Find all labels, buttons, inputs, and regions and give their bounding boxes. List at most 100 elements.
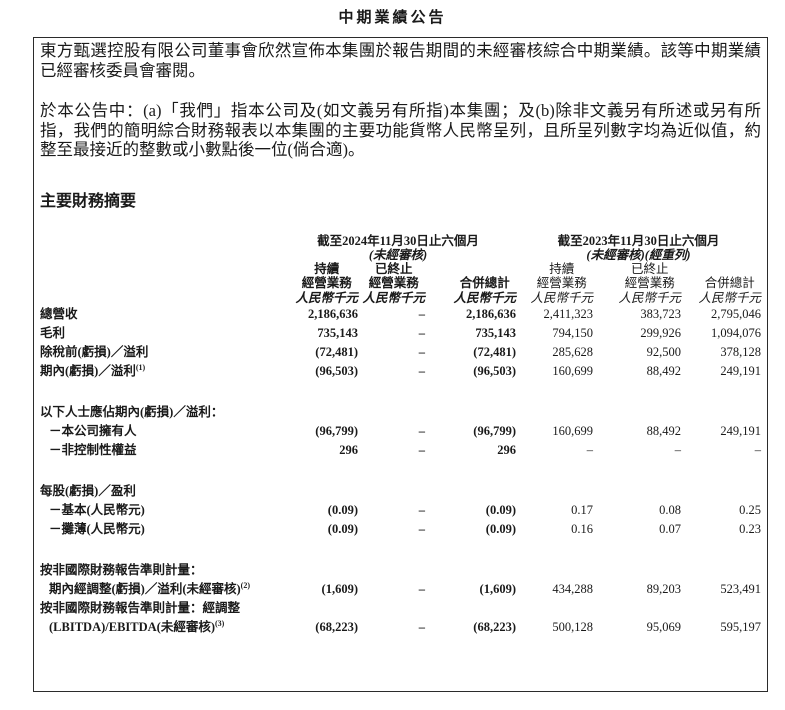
value-cell: (72,481) bbox=[473, 345, 516, 359]
table-row: 毛利 735,143 – 735,143 794,150 299,926 1,094,076 bbox=[40, 324, 761, 343]
value-cell: 249,191 bbox=[720, 364, 761, 378]
value-cell: 595,197 bbox=[720, 620, 761, 634]
value-cell: (0.09) bbox=[485, 503, 516, 517]
value-cell: – bbox=[418, 522, 425, 536]
footnote-marker: (2) bbox=[240, 580, 250, 590]
value-cell: – bbox=[418, 582, 425, 596]
empty-header-cell bbox=[40, 234, 280, 262]
value-cell: – bbox=[418, 364, 425, 378]
section-row: 以下人士應佔期內(虧損)／溢利： bbox=[40, 403, 761, 422]
row-label: 除稅前(虧損)／溢利 bbox=[40, 345, 149, 359]
period-header-row: 截至2024年11月30日止六個月 (未經審核) 截至2023年11月30日止六… bbox=[40, 234, 761, 262]
column-header-line: 經營業務 bbox=[624, 276, 675, 290]
value-cell: – bbox=[418, 620, 425, 634]
column-header-line: 持續 bbox=[314, 261, 340, 276]
value-cell: – bbox=[418, 307, 425, 321]
table-row: (LBITDA)/EBITDA(未經審核)(3) (68,223) – (68,223… bbox=[40, 618, 761, 637]
financial-summary-table: 截至2024年11月30日止六個月 (未經審核) 截至2023年11月30日止六… bbox=[40, 234, 761, 638]
value-cell: (0.09) bbox=[327, 522, 358, 536]
table-row: －攤薄(人民幣元) (0.09) – (0.09) 0.16 0.07 0.23 bbox=[40, 520, 761, 539]
column-header-line: 經營業務 bbox=[301, 276, 352, 290]
spacer-cell bbox=[40, 381, 761, 403]
value-cell: 378,128 bbox=[720, 345, 761, 359]
value-cell: 296 bbox=[339, 443, 358, 457]
row-label: －非控制性權益 bbox=[49, 443, 137, 457]
value-cell: 434,288 bbox=[552, 582, 593, 596]
value-cell: 296 bbox=[497, 443, 516, 457]
value-cell: 0.07 bbox=[659, 522, 681, 536]
footnote-marker: (3) bbox=[215, 618, 225, 628]
value-cell: – bbox=[754, 443, 761, 457]
row-label: －攤薄(人民幣元) bbox=[49, 522, 145, 536]
row-label: －基本(人民幣元) bbox=[49, 503, 145, 517]
column-header-line: 合併總計 bbox=[704, 276, 755, 290]
section-label: 按非國際財務報告準則計量：經調整 bbox=[40, 601, 241, 615]
value-cell: 0.17 bbox=[571, 503, 593, 517]
value-cell: 299,926 bbox=[640, 326, 681, 340]
value-cell: (72,481) bbox=[315, 345, 358, 359]
row-label: 總營收 bbox=[40, 307, 78, 321]
row-label: 期內(虧損)／溢利(1) bbox=[40, 362, 146, 378]
value-cell: – bbox=[586, 443, 593, 457]
column-header-line: 合併總計 bbox=[459, 276, 510, 290]
value-cell: 89,203 bbox=[646, 582, 681, 596]
column-header-2024-continuing: 持續 經營業務 人民幣千元 bbox=[280, 262, 358, 306]
value-cell: – bbox=[418, 503, 425, 517]
value-cell: 2,186,636 bbox=[308, 307, 358, 321]
value-cell: (96,503) bbox=[473, 364, 516, 378]
spacer-row bbox=[40, 539, 761, 561]
spacer-cell bbox=[40, 460, 761, 482]
empty-header-cell bbox=[40, 262, 280, 306]
value-cell: – bbox=[418, 345, 425, 359]
value-cell: (1,609) bbox=[321, 582, 358, 596]
spacer-row bbox=[40, 460, 761, 482]
section-row: 按非國際財務報告準則計量：經調整 bbox=[40, 599, 761, 618]
footnote-marker: (1) bbox=[135, 362, 146, 372]
section-row: 按非國際財務報告準則計量： bbox=[40, 561, 761, 580]
paragraph-board-announcement: 東方甄選控股有限公司董事會欣然宣佈本集團於報告期間的未經審核綜合中期業績。該等中… bbox=[40, 41, 761, 80]
value-cell: 285,628 bbox=[552, 345, 593, 359]
value-cell: 0.16 bbox=[571, 522, 593, 536]
period-group-2024: 截至2024年11月30日止六個月 (未經審核) bbox=[280, 234, 516, 262]
value-cell: – bbox=[418, 424, 425, 438]
value-cell: 523,491 bbox=[720, 582, 761, 596]
value-cell: 383,723 bbox=[640, 307, 681, 321]
table-row: 總營收 2,186,636 – 2,186,636 2,411,323 383,723 2,… bbox=[40, 305, 761, 324]
table-row: 除稅前(虧損)／溢利 (72,481) – (72,481) 285,628 92,500… bbox=[40, 343, 761, 362]
period-2023-subtitle: (未經審核)(經重列) bbox=[586, 247, 691, 262]
column-header-line: 已終止 bbox=[630, 261, 669, 276]
value-cell: 88,492 bbox=[646, 364, 681, 378]
row-label: (LBITDA)/EBITDA(未經審核)(3) bbox=[49, 618, 225, 634]
value-cell: 160,699 bbox=[552, 364, 593, 378]
table-row: －基本(人民幣元) (0.09) – (0.09) 0.17 0.08 0.25 bbox=[40, 501, 761, 520]
section-label: 按非國際財務報告準則計量： bbox=[40, 563, 203, 577]
value-cell: 794,150 bbox=[552, 326, 593, 340]
column-unit-label: 人民幣千元 bbox=[453, 290, 516, 305]
period-2024-subtitle: (未經審核) bbox=[368, 247, 428, 262]
value-cell: 735,143 bbox=[317, 326, 358, 340]
row-label: －本公司擁有人 bbox=[49, 424, 137, 438]
value-cell: (68,223) bbox=[315, 620, 358, 634]
table-row: －非控制性權益 296 – 296 – – – bbox=[40, 441, 761, 460]
table-row: 期內(虧損)／溢利(1) (96,503) – (96,503) 160,699 88,4… bbox=[40, 362, 761, 381]
value-cell: 0.08 bbox=[659, 503, 681, 517]
value-cell: 1,094,076 bbox=[711, 326, 761, 340]
column-header-2023-consolidated: 合併總計 人民幣千元 bbox=[681, 262, 761, 306]
value-cell: 249,191 bbox=[720, 424, 761, 438]
column-header-line: 經營業務 bbox=[536, 276, 587, 290]
spacer-row bbox=[40, 381, 761, 403]
value-cell: 95,069 bbox=[646, 620, 681, 634]
value-cell: 160,699 bbox=[552, 424, 593, 438]
section-row: 每股(虧損)／盈利 bbox=[40, 482, 761, 501]
value-cell: 500,128 bbox=[552, 620, 593, 634]
value-cell: (0.09) bbox=[485, 522, 516, 536]
value-cell: – bbox=[674, 443, 681, 457]
column-header-line: 經營業務 bbox=[368, 276, 419, 290]
value-cell: – bbox=[418, 443, 425, 457]
column-header-2024-discontinued: 已終止 經營業務 人民幣千元 bbox=[358, 262, 425, 306]
value-cell: 2,795,046 bbox=[711, 307, 761, 321]
value-cell: (96,503) bbox=[315, 364, 358, 378]
period-2023-title: 截至2023年11月30日止六個月 bbox=[557, 233, 720, 248]
period-2024-title: 截至2024年11月30日止六個月 bbox=[317, 233, 479, 248]
